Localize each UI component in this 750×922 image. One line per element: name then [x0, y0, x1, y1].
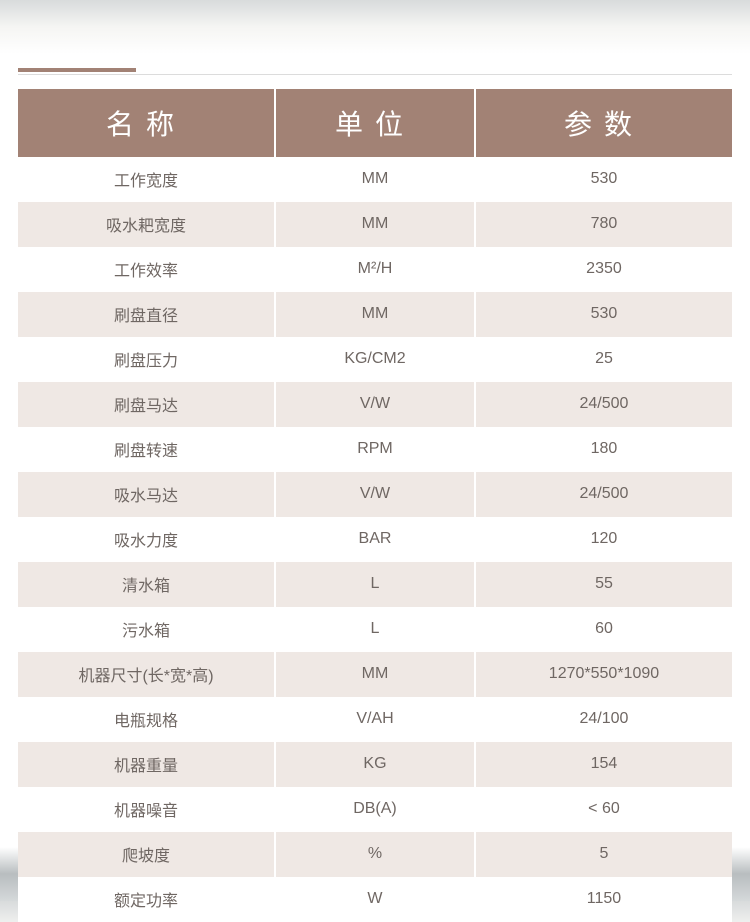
cell-param: 60 [475, 607, 732, 652]
cell-param: < 60 [475, 787, 732, 832]
cell-unit: V/W [275, 472, 475, 517]
table-row: 吸水力度BAR120 [18, 517, 732, 562]
spec-table: 名称 单位 参数 工作宽度MM530吸水耙宽度MM780工作效率M²/H2350… [18, 89, 732, 922]
cell-unit: L [275, 607, 475, 652]
cell-name: 工作宽度 [18, 157, 275, 202]
table-row: 污水箱L60 [18, 607, 732, 652]
cell-param: 780 [475, 202, 732, 247]
table-row: 额定功率W1150 [18, 877, 732, 922]
cell-param: 2350 [475, 247, 732, 292]
cell-name: 清水箱 [18, 562, 275, 607]
cell-name: 吸水力度 [18, 517, 275, 562]
cell-name: 刷盘压力 [18, 337, 275, 382]
cell-unit: MM [275, 652, 475, 697]
cell-unit: MM [275, 157, 475, 202]
table-row: 机器噪音DB(A)< 60 [18, 787, 732, 832]
cell-unit: M²/H [275, 247, 475, 292]
table-row: 爬坡度%5 [18, 832, 732, 877]
cell-unit: V/AH [275, 697, 475, 742]
table-row: 机器尺寸(长*宽*高)MM1270*550*1090 [18, 652, 732, 697]
cell-param: 154 [475, 742, 732, 787]
col-header-unit: 单位 [275, 89, 475, 157]
cell-name: 刷盘转速 [18, 427, 275, 472]
cell-unit: DB(A) [275, 787, 475, 832]
cell-param: 24/500 [475, 472, 732, 517]
cell-param: 120 [475, 517, 732, 562]
table-row: 电瓶规格V/AH24/100 [18, 697, 732, 742]
cell-unit: W [275, 877, 475, 922]
cell-param: 55 [475, 562, 732, 607]
cell-unit: L [275, 562, 475, 607]
cell-name: 机器噪音 [18, 787, 275, 832]
table-row: 工作宽度MM530 [18, 157, 732, 202]
cell-param: 530 [475, 292, 732, 337]
table-row: 机器重量KG154 [18, 742, 732, 787]
cell-param: 24/100 [475, 697, 732, 742]
cell-unit: RPM [275, 427, 475, 472]
cell-param: 1150 [475, 877, 732, 922]
cell-param: 25 [475, 337, 732, 382]
cell-unit: V/W [275, 382, 475, 427]
cell-param: 530 [475, 157, 732, 202]
table-row: 工作效率M²/H2350 [18, 247, 732, 292]
cell-name: 污水箱 [18, 607, 275, 652]
page-container: 名称 单位 参数 工作宽度MM530吸水耙宽度MM780工作效率M²/H2350… [0, 0, 750, 922]
divider-line [18, 74, 732, 75]
col-header-name: 名称 [18, 89, 275, 157]
cell-name: 吸水马达 [18, 472, 275, 517]
cell-name: 电瓶规格 [18, 697, 275, 742]
cell-unit: % [275, 832, 475, 877]
cell-name: 吸水耙宽度 [18, 202, 275, 247]
cell-name: 刷盘马达 [18, 382, 275, 427]
accent-bar [18, 68, 136, 72]
cell-unit: KG [275, 742, 475, 787]
cell-name: 工作效率 [18, 247, 275, 292]
table-row: 吸水耙宽度MM780 [18, 202, 732, 247]
table-header: 名称 单位 参数 [18, 89, 732, 157]
table-body: 工作宽度MM530吸水耙宽度MM780工作效率M²/H2350刷盘直径MM530… [18, 157, 732, 922]
cell-name: 爬坡度 [18, 832, 275, 877]
table-row: 刷盘马达V/W24/500 [18, 382, 732, 427]
table-row: 刷盘压力KG/CM225 [18, 337, 732, 382]
cell-unit: MM [275, 292, 475, 337]
cell-unit: KG/CM2 [275, 337, 475, 382]
cell-param: 1270*550*1090 [475, 652, 732, 697]
cell-name: 机器尺寸(长*宽*高) [18, 652, 275, 697]
cell-unit: BAR [275, 517, 475, 562]
cell-name: 刷盘直径 [18, 292, 275, 337]
cell-name: 机器重量 [18, 742, 275, 787]
table-row: 清水箱L55 [18, 562, 732, 607]
cell-param: 24/500 [475, 382, 732, 427]
cell-unit: MM [275, 202, 475, 247]
cell-name: 额定功率 [18, 877, 275, 922]
cell-param: 180 [475, 427, 732, 472]
col-header-param: 参数 [475, 89, 732, 157]
cell-param: 5 [475, 832, 732, 877]
table-row: 刷盘直径MM530 [18, 292, 732, 337]
table-row: 吸水马达V/W24/500 [18, 472, 732, 517]
table-row: 刷盘转速RPM180 [18, 427, 732, 472]
